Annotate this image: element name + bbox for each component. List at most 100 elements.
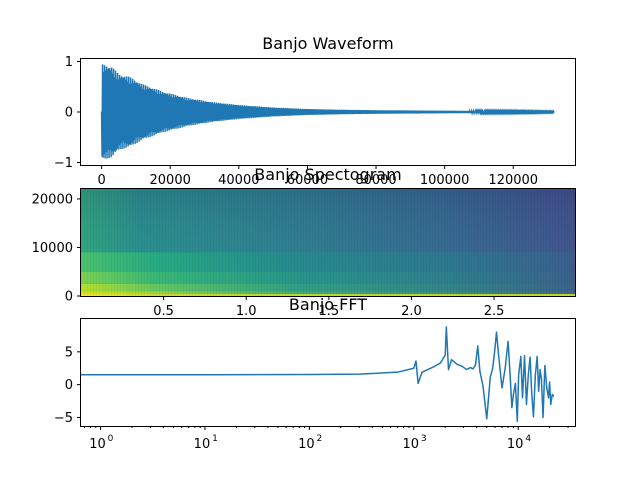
- spectrogram-band: [81, 252, 575, 272]
- spectrogram-time-bin: [294, 189, 295, 296]
- spectrogram-time-bin: [405, 189, 406, 296]
- spectrogram-time-bin: [384, 189, 385, 296]
- spectrogram-y-tick-label: 20000: [32, 192, 73, 207]
- spectrogram-x-tick-label: 2.5: [484, 304, 505, 319]
- spectrogram-time-bin: [300, 189, 301, 296]
- fft-x-tick-label: 10: [89, 437, 106, 452]
- fft-panel: Banjo FFT 10 0 10 1 10 2 10 3 10 4 −505: [54, 295, 576, 452]
- spectrogram-time-bin: [534, 189, 535, 296]
- spectrogram-time-bin: [492, 189, 493, 296]
- spectrogram-time-bin: [495, 189, 496, 296]
- spectrogram-time-bin: [207, 189, 208, 296]
- spectrogram-time-bin: [369, 189, 370, 296]
- spectrogram-x-ticks: 0.5 1.0 1.5 2.0 2.5: [153, 296, 504, 319]
- fft-x-tick-exponent: 1: [212, 434, 218, 444]
- spectrogram-time-bin: [549, 189, 550, 296]
- spectrogram-time-bin: [351, 189, 352, 296]
- spectrogram-time-bin: [213, 189, 214, 296]
- spectrogram-time-bin: [537, 189, 538, 296]
- spectrogram-time-bin: [441, 189, 442, 296]
- waveform-x-tick-label: 0: [97, 173, 105, 188]
- spectrogram-time-bin: [486, 189, 487, 296]
- spectrogram-time-bin: [342, 189, 343, 296]
- spectrogram-time-bin: [510, 189, 511, 296]
- spectrogram-time-bin: [267, 189, 268, 296]
- spectrogram-time-bin: [117, 189, 118, 296]
- spectrogram-time-bin: [561, 189, 562, 296]
- spectrogram-time-bin: [498, 189, 499, 296]
- spectrogram-title: Banjo Spectogram: [254, 165, 401, 184]
- spectrogram-time-bin: [315, 189, 316, 296]
- spectrogram-time-bin: [336, 189, 337, 296]
- spectrogram-time-bin: [195, 189, 196, 296]
- spectrogram-time-bin: [438, 189, 439, 296]
- spectrogram-time-bin: [372, 189, 373, 296]
- spectrogram-time-bin: [453, 189, 454, 296]
- spectrogram-time-bin: [186, 189, 187, 296]
- spectrogram-panel: Banjo Spectogram 0.5 1.0 1.5 2.0 2.5 0 10000 2…: [32, 165, 576, 319]
- spectrogram-time-bin: [375, 189, 376, 296]
- spectrogram-time-bin: [291, 189, 292, 296]
- spectrogram-time-bin: [387, 189, 388, 296]
- spectrogram-time-bin: [105, 189, 106, 296]
- spectrogram-x-tick-label: 1.0: [236, 304, 257, 319]
- spectrogram-time-bin: [414, 189, 415, 296]
- spectrogram-band: [81, 294, 575, 296]
- spectrogram-time-bin: [261, 189, 262, 296]
- spectrogram-time-bin: [153, 189, 154, 296]
- spectrogram-time-bin: [162, 189, 163, 296]
- spectrogram-time-bin: [312, 189, 313, 296]
- spectrogram-time-bin: [102, 189, 103, 296]
- spectrogram-time-bin: [228, 189, 229, 296]
- spectrogram-time-bin: [543, 189, 544, 296]
- spectrogram-time-bin: [522, 189, 523, 296]
- spectrogram-axes-frame: [80, 188, 576, 297]
- spectrogram-time-bin: [426, 189, 427, 296]
- spectrogram-time-bin: [408, 189, 409, 296]
- spectrogram-time-bin: [168, 189, 169, 296]
- spectrogram-time-bin: [525, 189, 526, 296]
- spectrogram-time-bin: [147, 189, 148, 296]
- spectrogram-time-bin: [231, 189, 232, 296]
- spectrogram-time-bin: [171, 189, 172, 296]
- spectrogram-time-bin: [84, 189, 85, 296]
- fft-x-tick-exponent: 2: [316, 434, 322, 444]
- spectrogram-time-bin: [318, 189, 319, 296]
- spectrogram-time-bin: [357, 189, 358, 296]
- spectrogram-time-bin: [528, 189, 529, 296]
- spectrogram-time-bin: [273, 189, 274, 296]
- spectrogram-time-bin: [402, 189, 403, 296]
- spectrogram-time-bin: [129, 189, 130, 296]
- spectrogram-time-bin: [330, 189, 331, 296]
- spectrogram-time-bin: [477, 189, 478, 296]
- spectrogram-time-bin: [111, 189, 112, 296]
- spectrogram-time-bin: [345, 189, 346, 296]
- spectrogram-time-bin: [381, 189, 382, 296]
- fft-y-tick-label: −5: [54, 411, 73, 426]
- waveform-x-tick-label: 120000: [488, 173, 538, 188]
- spectrogram-time-bin: [327, 189, 328, 296]
- spectrogram-time-bin: [81, 189, 82, 296]
- fft-x-tick-label: 10: [403, 437, 420, 452]
- spectrogram-time-bin: [456, 189, 457, 296]
- fft-title: Banjo FFT: [289, 295, 367, 314]
- spectrogram-time-bin: [393, 189, 394, 296]
- waveform-x-ticks: 0 20000 40000 60000 80000 100000 120000: [97, 165, 538, 188]
- spectrogram-time-bin: [165, 189, 166, 296]
- spectrogram-time-bin: [93, 189, 94, 296]
- spectrogram-time-bin: [249, 189, 250, 296]
- spectrogram-time-bin: [240, 189, 241, 296]
- spectrogram-time-bin: [435, 189, 436, 296]
- spectrogram-time-bin: [288, 189, 289, 296]
- spectrogram-time-bin: [180, 189, 181, 296]
- spectrogram-time-bin: [216, 189, 217, 296]
- spectrogram-time-bin: [399, 189, 400, 296]
- spectrogram-time-bin: [264, 189, 265, 296]
- spectrogram-time-bin: [150, 189, 151, 296]
- spectrogram-time-bin: [138, 189, 139, 296]
- spectrogram-y-tick-label: 0: [65, 290, 73, 305]
- spectrogram-x-tick-label: 2.0: [401, 304, 422, 319]
- spectrogram-time-bin: [201, 189, 202, 296]
- spectrogram-time-bin: [465, 189, 466, 296]
